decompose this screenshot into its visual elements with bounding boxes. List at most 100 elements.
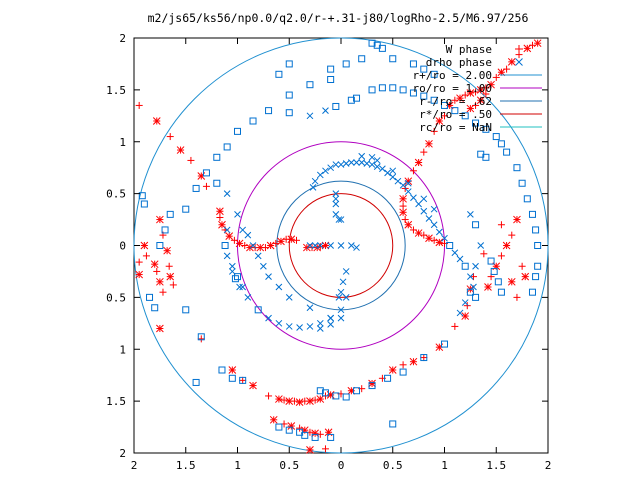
drho-phase-point-d2 (285, 323, 293, 330)
drho-phase-point (285, 294, 293, 301)
drho-phase-point-d2 (260, 262, 267, 270)
w-phase-point-d2 (166, 272, 175, 281)
w-phase-point-d2 (388, 366, 397, 374)
w-phase-point (484, 283, 492, 291)
drho-phase-point-d2 (337, 242, 345, 249)
drho-phase-point (494, 278, 502, 286)
w-phase-point-d2 (404, 177, 413, 186)
w-phase-point (275, 395, 283, 403)
drho-phase-point-d2 (337, 288, 345, 296)
drho-phase-point (254, 252, 262, 260)
w-phase-point-d2 (152, 117, 161, 125)
w-phase-point-d2 (404, 220, 413, 229)
y-tick-label: 0.5 (106, 291, 126, 304)
drho-phase-point (482, 153, 490, 161)
drho-phase-point (275, 319, 283, 327)
y-tick-label: 1 (119, 136, 126, 149)
drho-phase-point (316, 242, 324, 249)
drho-phase-point (472, 293, 480, 301)
drho-phase-point (316, 325, 324, 332)
w-phase-point (451, 322, 459, 330)
w-phase-point (492, 73, 500, 81)
drho-phase-point-d2 (244, 294, 252, 301)
drho-phase-point-d2 (311, 177, 319, 185)
drho-phase-point-d2 (306, 304, 314, 312)
drho-phase-point (327, 242, 335, 249)
drho-phase-point-d2 (394, 177, 402, 185)
drho-phase-point-d2 (285, 294, 293, 301)
w-phase-point (153, 267, 161, 275)
drho-phase-point (342, 268, 350, 275)
drho-phase-point (358, 152, 366, 160)
w-phase-point (487, 80, 495, 89)
drho-phase-point (265, 107, 273, 115)
drho-phase-point-d2 (275, 319, 283, 327)
w-phase-point (296, 424, 304, 432)
w-phase-point-d2 (399, 208, 407, 217)
w-phase-point-d2 (409, 357, 418, 366)
drho-phase-point (461, 299, 469, 306)
x-tick-label: 1 (234, 459, 241, 472)
drho-phase-point (332, 161, 340, 168)
w-phase-point (388, 366, 397, 374)
w-phase-point (135, 258, 143, 266)
drho-phase-point (161, 226, 169, 234)
drho-phase-point (503, 148, 511, 156)
drho-phase-point (389, 84, 397, 92)
drho-phase-point-d2 (379, 165, 386, 173)
drho-phase-point (265, 273, 272, 280)
y-tick-label: 1.5 (106, 84, 126, 97)
drho-phase-point (337, 288, 345, 296)
w-phase-point-d2 (487, 80, 495, 89)
legend-label: r*/ro = .50 (419, 108, 492, 121)
drho-phase-point (378, 44, 386, 52)
w-phase-point-d2 (425, 139, 433, 148)
drho-phase-point (513, 164, 521, 172)
w-phase-point (202, 182, 210, 190)
w-phase-point-d2 (216, 207, 224, 216)
drho-phase-point-d2 (342, 268, 350, 275)
drho-phase-point (223, 190, 231, 197)
drho-phase-point (415, 200, 422, 208)
w-phase-point (285, 397, 294, 405)
w-phase-point (420, 148, 428, 156)
drho-phase-point (446, 242, 454, 249)
w-phase-point (150, 260, 159, 269)
w-phase-point (521, 272, 530, 281)
w-phase-point (476, 96, 485, 105)
drho-phase-point (327, 65, 335, 73)
drho-phase-point (353, 159, 360, 166)
w-phase-point-d2 (156, 324, 164, 333)
drho-phase-point (467, 273, 474, 280)
x-tick-label: 0.5 (383, 459, 403, 472)
drho-phase-point (234, 211, 241, 218)
w-phase-point-d2 (287, 422, 296, 430)
drho-phase-point-d2 (316, 325, 324, 332)
drho-phase-point (532, 273, 540, 281)
drho-phase-point (420, 354, 428, 362)
legend-label: rc/ro = NaN (419, 121, 492, 134)
w-phase-point-d2 (225, 232, 234, 241)
w-phase-point (156, 277, 164, 286)
drho-phase-point (399, 368, 407, 376)
drho-phase-point (316, 319, 324, 327)
drho-phase-point-d2 (306, 112, 314, 120)
w-phase-point-d2 (523, 44, 532, 53)
w-phase-point (430, 236, 438, 244)
w-phase-point-d2 (502, 241, 511, 250)
drho-phase-point (192, 378, 200, 386)
drho-phase-point (420, 65, 428, 73)
w-phase-point (228, 366, 237, 374)
drho-phase-point (490, 267, 498, 275)
drho-phase-point-d2 (327, 164, 335, 172)
w-phase-point (513, 215, 521, 224)
w-phase-point-d2 (399, 194, 407, 203)
drho-phase-point-d2 (410, 194, 417, 202)
w-phase-point-d2 (150, 260, 159, 269)
w-phase-point (187, 156, 195, 164)
drho-phase-point (368, 86, 376, 94)
drho-phase-point (249, 242, 257, 249)
drho-phase-point-d2 (337, 306, 345, 314)
drho-phase-point (322, 167, 329, 175)
w-phase-point-d2 (287, 235, 296, 244)
